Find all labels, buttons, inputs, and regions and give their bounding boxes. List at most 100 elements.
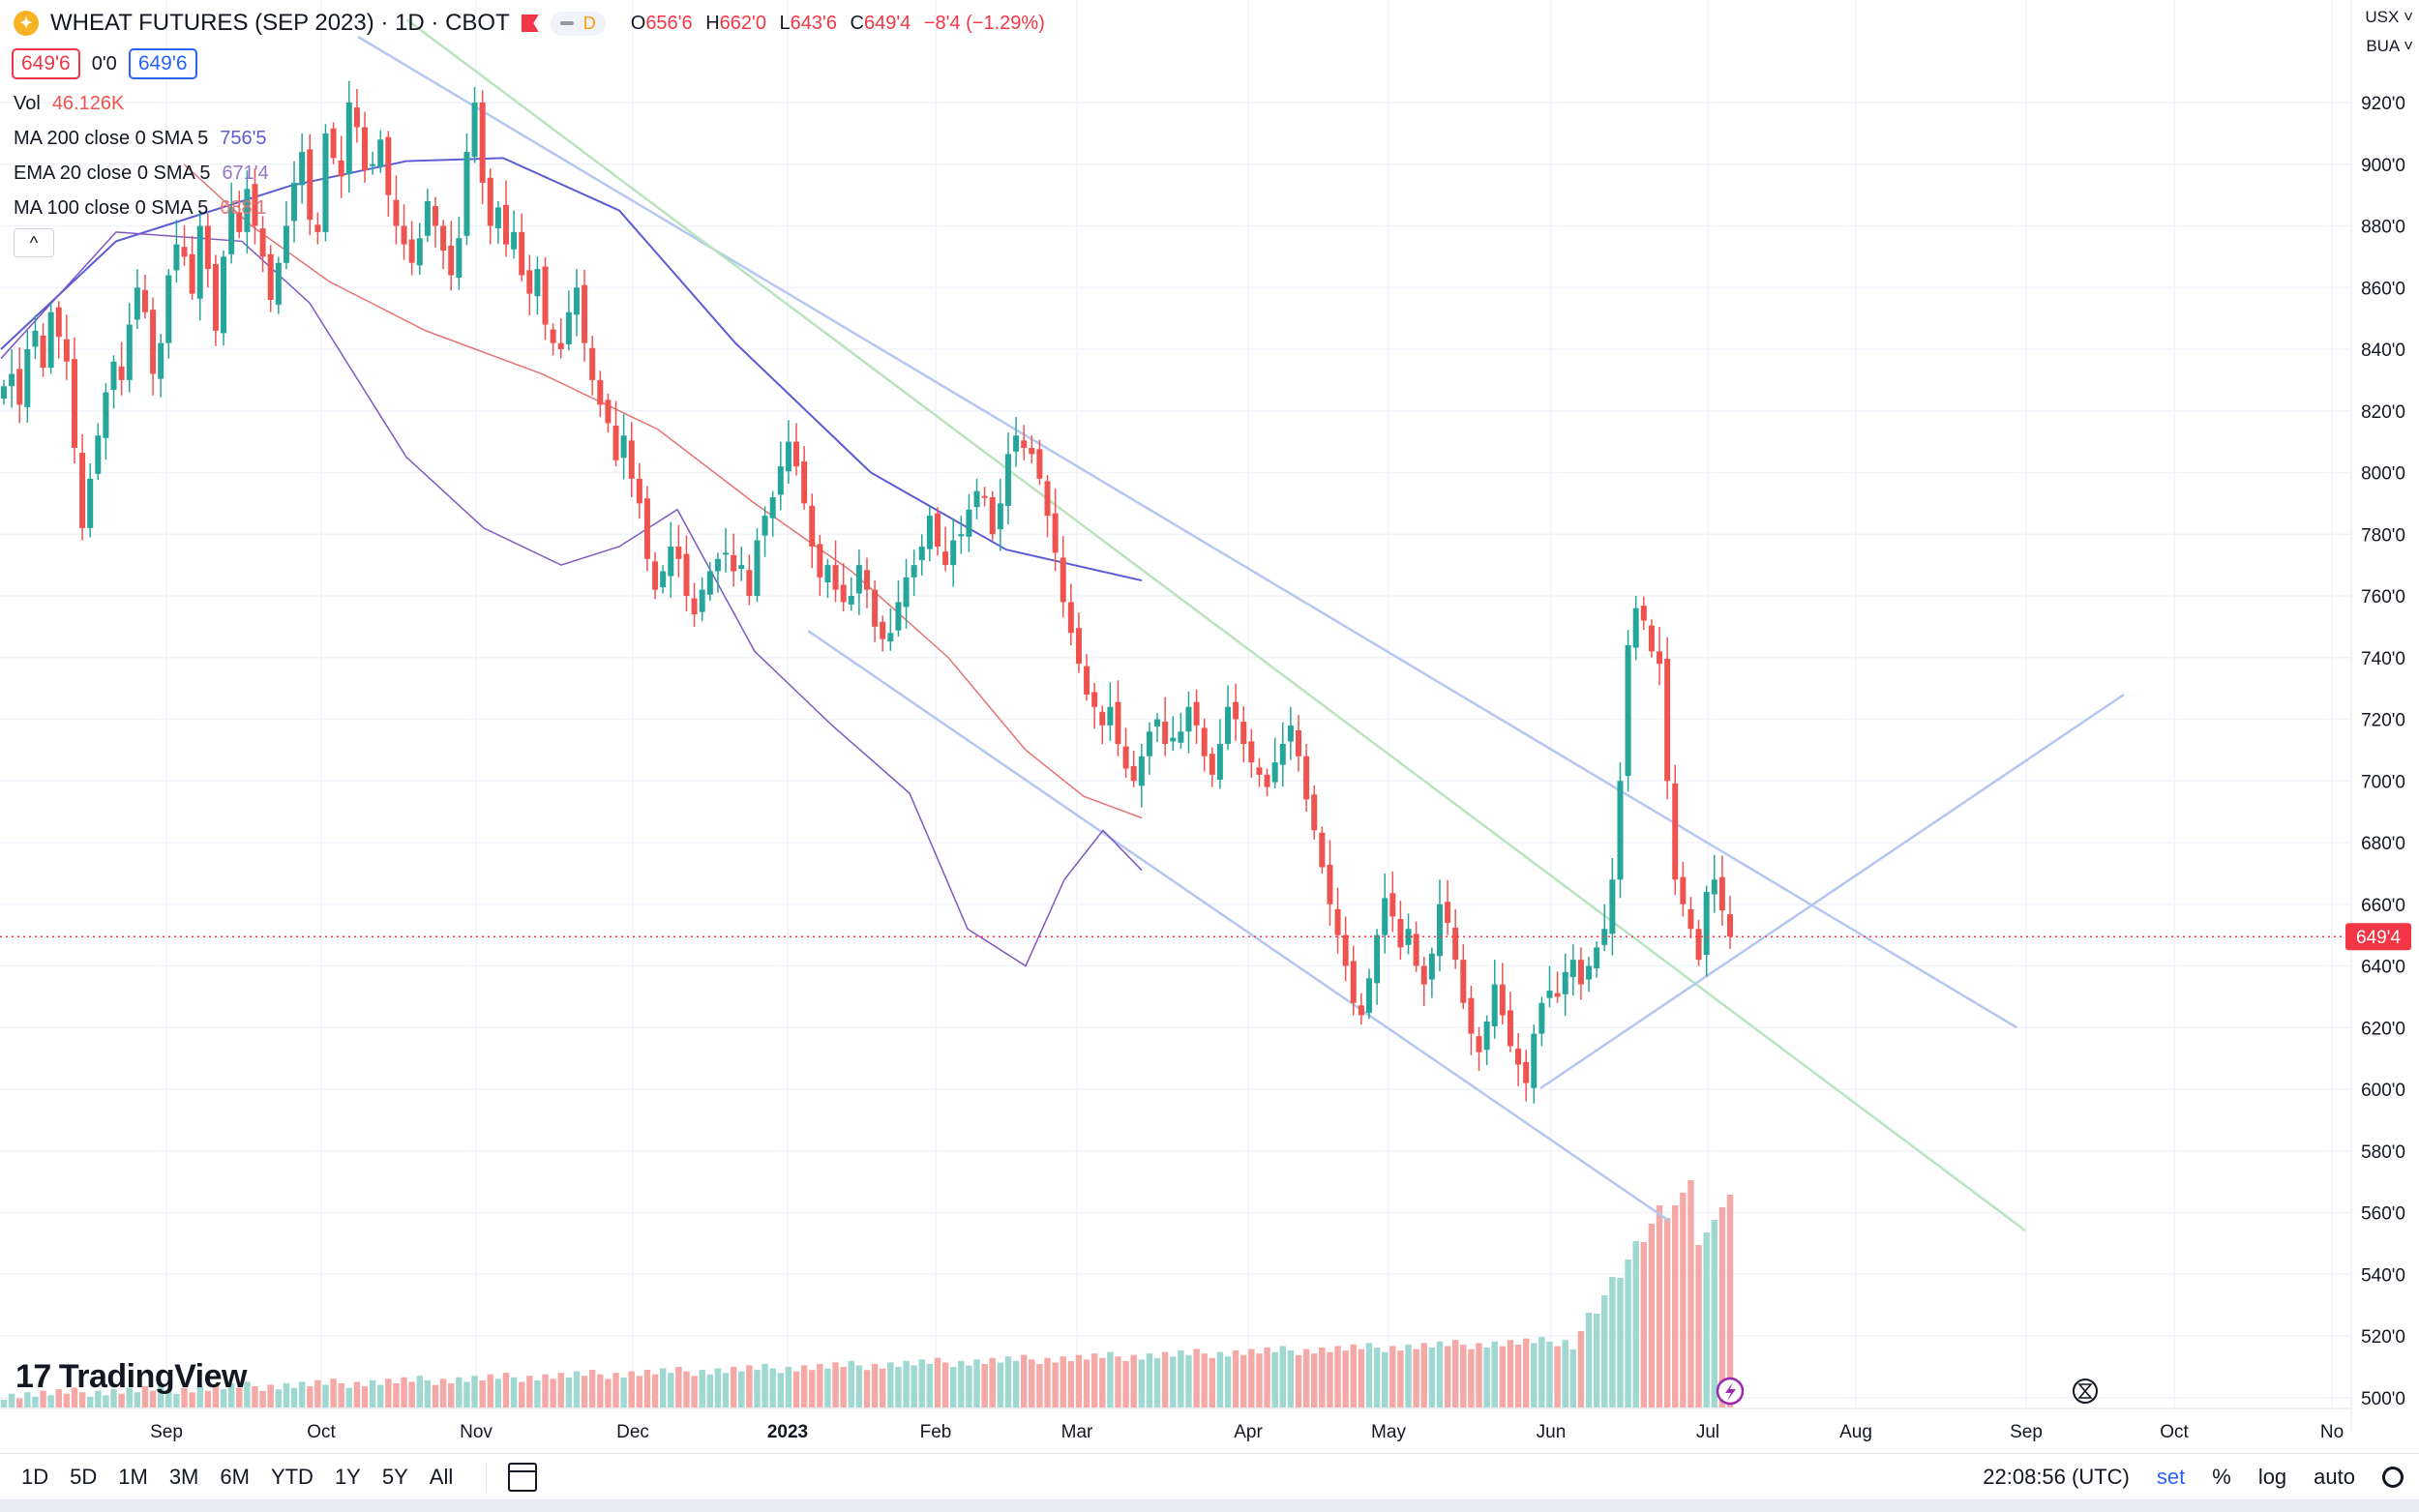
sell-price-button[interactable]: 649'6 [12, 48, 80, 79]
candle-body [1468, 997, 1475, 1034]
volume-bar [345, 1387, 352, 1408]
candle-body [487, 177, 493, 226]
legend-ema20[interactable]: EMA 20 close 0 SMA 5 671'4 [14, 163, 269, 185]
legend-ma200-value: 756'5 [220, 128, 267, 149]
session-toggle[interactable]: set [2156, 1465, 2186, 1489]
volume-bar [377, 1384, 384, 1408]
bottom-strip [0, 1499, 2419, 1512]
volume-bar [1107, 1351, 1114, 1408]
range-1d[interactable]: 1D [21, 1465, 49, 1489]
candle-body [1303, 756, 1310, 800]
currency-label: USX [2365, 8, 2400, 26]
volume-bar [683, 1371, 690, 1408]
range-1y[interactable]: 1Y [334, 1465, 361, 1489]
volume-bar [1703, 1232, 1710, 1408]
volume-bar [1413, 1349, 1419, 1408]
volume-bar [746, 1365, 753, 1408]
candle-body [817, 544, 823, 578]
volume-bar [1491, 1341, 1498, 1408]
range-5y[interactable]: 5Y [381, 1465, 408, 1489]
symbol-header[interactable]: ✦ WHEAT FUTURES (SEP 2023) · 1D · CBOT D… [14, 10, 1053, 37]
candle-body [675, 547, 682, 559]
x-tick-label: Apr [1234, 1422, 1263, 1442]
candle-body [550, 329, 556, 343]
candle-body [1577, 960, 1584, 985]
volume-bar [157, 1384, 164, 1408]
candle-body [244, 189, 251, 232]
tradingview-logo[interactable]: 17 TradingView [15, 1358, 247, 1396]
percent-toggle[interactable]: % [2212, 1465, 2231, 1489]
range-5d[interactable]: 5D [70, 1465, 98, 1489]
flag-icon[interactable] [521, 15, 539, 32]
replay-icon[interactable] [2073, 1379, 2098, 1404]
ohlc-open: 656'6 [645, 12, 693, 34]
candle-body [620, 435, 627, 459]
volume-bar [636, 1376, 643, 1408]
candle-body [981, 495, 988, 498]
range-1m[interactable]: 1M [118, 1465, 148, 1489]
legend-ma100[interactable]: MA 100 close 0 SMA 5 688'1 [14, 197, 267, 220]
y-tick-label: 820'0 [2361, 402, 2405, 423]
legend-ma200[interactable]: MA 200 close 0 SMA 5 756'5 [14, 128, 267, 150]
candle-body [204, 225, 211, 270]
legend-volume[interactable]: Vol 46.126K [14, 93, 124, 115]
range-3m[interactable]: 3M [168, 1465, 199, 1489]
volume-bar [290, 1387, 298, 1408]
candle-body [1240, 722, 1247, 744]
candle-body [589, 347, 596, 380]
log-toggle[interactable]: log [2257, 1465, 2287, 1489]
candle-body [1554, 993, 1561, 997]
volume-bar [542, 1374, 549, 1408]
volume-bar [1036, 1364, 1043, 1408]
volume-bar [1350, 1344, 1357, 1408]
volume-bar [416, 1376, 423, 1408]
auto-toggle[interactable]: auto [2314, 1465, 2355, 1489]
volume-bar [8, 1393, 15, 1408]
candle-body [1648, 625, 1655, 652]
candle-body [228, 207, 235, 254]
currency-selector[interactable]: USX ˅ [2365, 8, 2413, 26]
calendar-icon[interactable] [508, 1463, 538, 1492]
candle-body [16, 369, 23, 405]
gear-icon[interactable] [2382, 1467, 2404, 1488]
range-6m[interactable]: 6M [220, 1465, 250, 1489]
time-axis[interactable]: Sep Oct Nov Dec 2023 Feb Mar Apr May Jun Jul Aug Sep… [0, 1408, 2351, 1442]
candle-body [307, 149, 314, 221]
candle-body [236, 212, 243, 232]
candle-body [1264, 774, 1270, 787]
candle-body [1687, 908, 1694, 930]
symbol-title[interactable]: WHEAT FUTURES (SEP 2023) · 1D · CBOT [50, 10, 510, 36]
candle-body [283, 225, 289, 263]
lightning-icon[interactable] [1716, 1377, 1745, 1406]
range-ytd[interactable]: YTD [270, 1465, 314, 1489]
y-tick-label: 760'0 [2361, 587, 2405, 608]
volume-bar [1130, 1354, 1137, 1408]
price-chart[interactable]: 920'0 900'0 880'0 860'0 840'0 820'0 800'0 780'0… [0, 0, 2419, 1453]
volume-bar [1224, 1356, 1232, 1408]
interval-pill[interactable]: D [550, 11, 606, 36]
volume-bar [1444, 1346, 1451, 1408]
collapse-legend-button[interactable]: ^ [14, 228, 54, 257]
candle-body [958, 534, 965, 537]
clock-time[interactable]: 22:08:56 (UTC) [1983, 1465, 2130, 1489]
volume-bar [1067, 1360, 1075, 1408]
unit-selector[interactable]: BUA ˅ [2366, 37, 2413, 55]
candle-body [1609, 879, 1616, 934]
candle-body [71, 359, 77, 448]
candle-body [706, 571, 713, 595]
buy-price-button[interactable]: 649'6 [128, 48, 197, 79]
volume-bar [1138, 1359, 1146, 1408]
candle-body [582, 284, 588, 343]
candle-body [494, 207, 501, 229]
candle-body [731, 554, 737, 572]
tradingview-mark-icon: 17 [15, 1358, 51, 1395]
trend-lines[interactable] [357, 17, 2125, 1232]
price-axis[interactable]: 920'0 900'0 880'0 860'0 840'0 820'0 800'0 780'0… [2350, 0, 2405, 1432]
range-all[interactable]: All [429, 1465, 454, 1489]
volume-bar [275, 1389, 283, 1408]
moving-average-line [0, 157, 1143, 582]
volume-bar [581, 1376, 588, 1408]
volume-bar [1295, 1354, 1302, 1408]
volume-bar [322, 1384, 329, 1408]
x-tick-label: May [1371, 1422, 1406, 1442]
